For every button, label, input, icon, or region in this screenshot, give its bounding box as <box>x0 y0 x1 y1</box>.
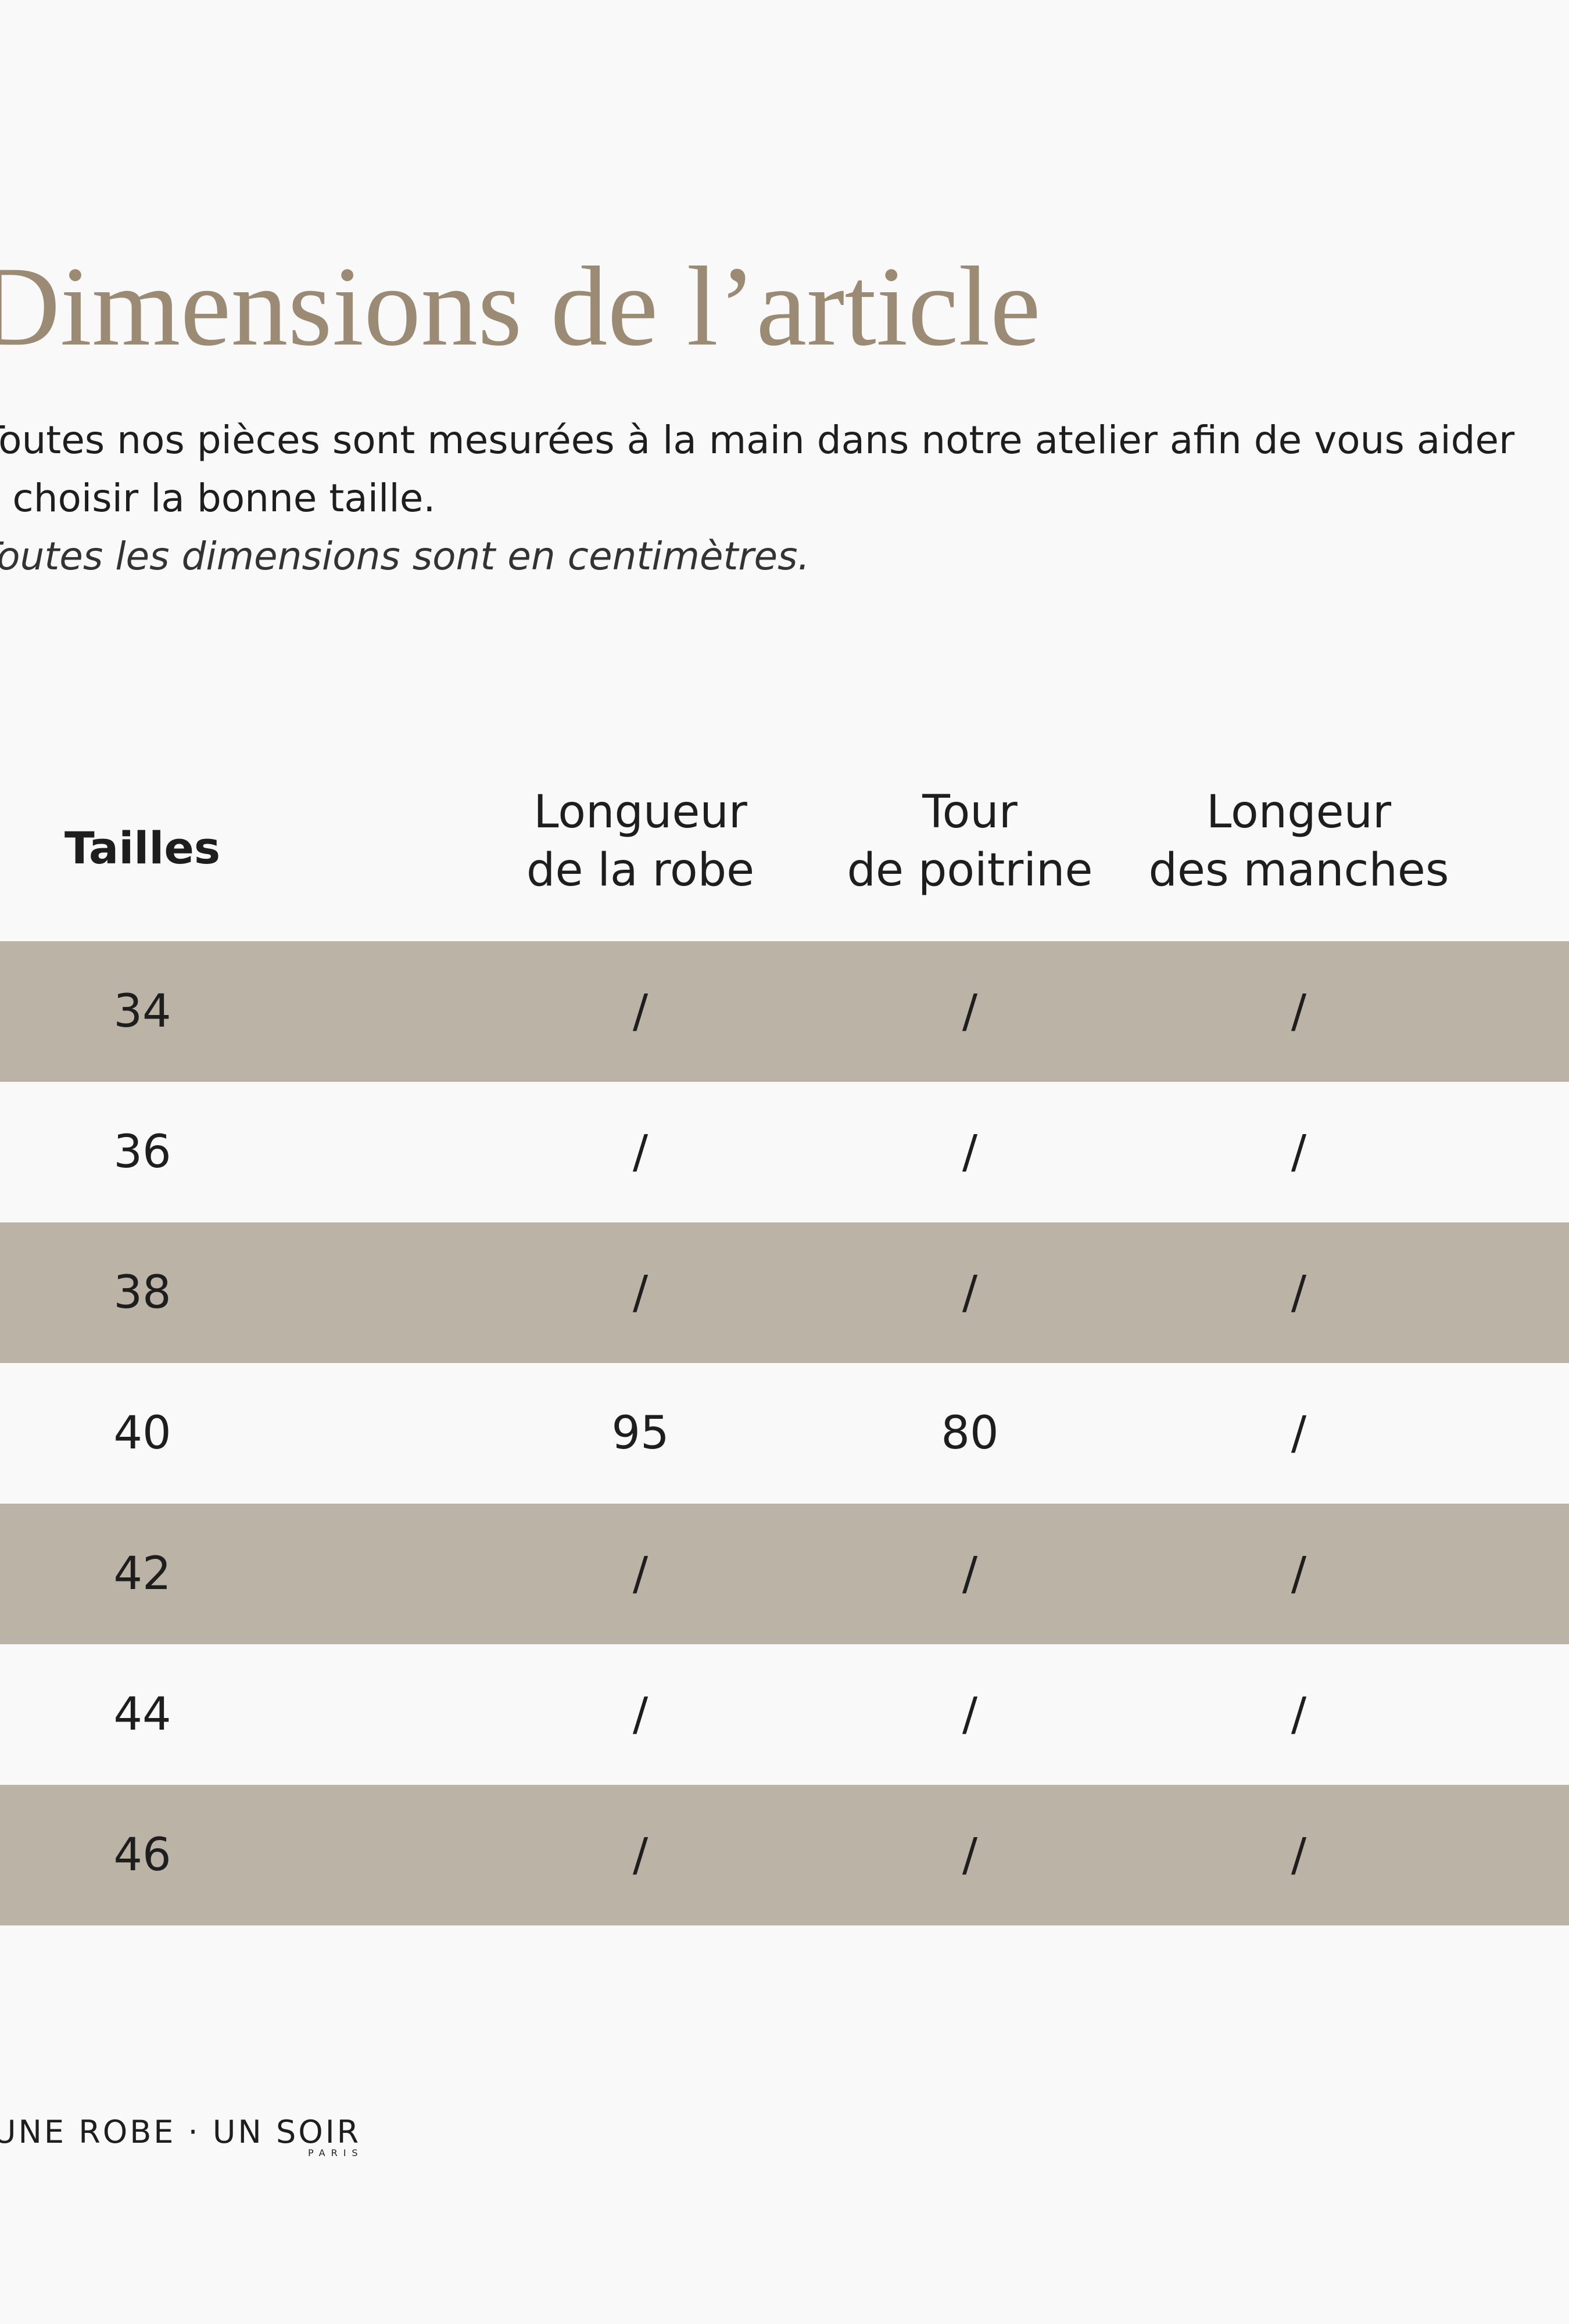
title: Dimensions de l’article <box>0 243 1041 370</box>
table-cell: / <box>632 985 649 1038</box>
column-header: Longueur <box>533 786 747 838</box>
table-cell: / <box>962 1267 978 1319</box>
table-cell: / <box>1291 1548 1307 1600</box>
table-cell: / <box>962 1126 978 1178</box>
table-cell: / <box>1291 1267 1307 1319</box>
table-cell: / <box>1291 985 1307 1038</box>
row-band <box>0 1504 1569 1644</box>
table-cell: / <box>1291 1829 1307 1881</box>
table-cell: / <box>632 1126 649 1178</box>
table-cell: / <box>1291 1407 1307 1459</box>
table-cell: / <box>962 985 978 1038</box>
intro-line: à choisir la bonne taille. <box>0 476 436 521</box>
table-cell: 34 <box>113 985 171 1038</box>
column-header: de la robe <box>526 844 755 896</box>
brand-city: PARIS <box>308 2147 364 2158</box>
table-cell: 95 <box>611 1407 669 1459</box>
brand-logo: UNE ROBE · UN SOIR <box>0 2114 361 2150</box>
column-header: des manches <box>1148 844 1449 896</box>
table-cell: 46 <box>113 1829 171 1881</box>
table-cell: / <box>962 1829 978 1881</box>
row-band <box>0 1222 1569 1363</box>
note: Toutes les dimensions sont en centimètre… <box>0 534 810 579</box>
table-cell: 38 <box>113 1267 171 1319</box>
table-cell: 36 <box>113 1126 171 1178</box>
table-cell: / <box>962 1548 978 1600</box>
column-header: Tour <box>922 786 1018 838</box>
table-cell: / <box>632 1688 649 1741</box>
row-band <box>0 1785 1569 1925</box>
table-cell: 44 <box>113 1688 171 1741</box>
table-cell: / <box>962 1688 978 1741</box>
table-cell: 80 <box>941 1407 999 1459</box>
table-cell: / <box>1291 1688 1307 1741</box>
table-cell: 42 <box>113 1548 171 1600</box>
table-cell: / <box>632 1267 649 1319</box>
table-cell: 40 <box>113 1407 171 1459</box>
column-header: Tailles <box>64 822 221 874</box>
intro-line: Toutes nos pièces sont mesurées à la mai… <box>0 418 1515 462</box>
table-cell: / <box>632 1548 649 1600</box>
column-header: Longeur <box>1206 786 1392 838</box>
column-header: de poitrine <box>847 844 1093 896</box>
table-cell: / <box>632 1829 649 1881</box>
table-cell: / <box>1291 1126 1307 1178</box>
row-band <box>0 941 1569 1082</box>
